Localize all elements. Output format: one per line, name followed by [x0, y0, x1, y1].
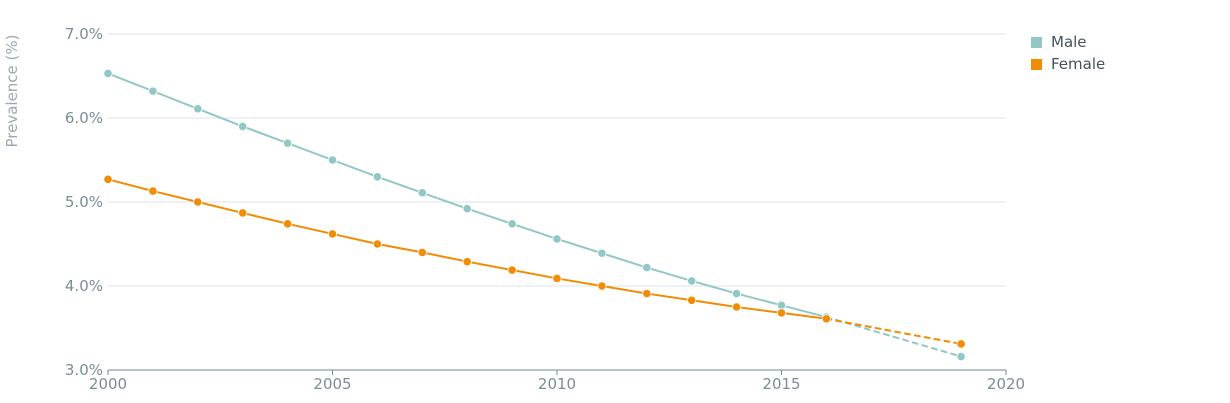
data-point-male-2008[interactable]	[462, 204, 472, 214]
data-point-male-2015[interactable]	[776, 300, 787, 310]
projection-line-female	[825, 317, 963, 345]
data-point-female-2006[interactable]	[372, 239, 382, 249]
data-point-male-2007[interactable]	[417, 188, 427, 198]
data-point-male-2019[interactable]	[956, 351, 966, 362]
axis-layer: 3.0% 4.0% 5.0% 6.0% 7.0% 2000 2005 2010 2015 2020	[65, 25, 1025, 393]
series-layer	[103, 68, 966, 362]
y-tick-label-3-0: 3.0%	[65, 361, 103, 379]
data-point-female-2014[interactable]	[731, 302, 742, 312]
data-point-female-2004[interactable]	[282, 219, 293, 229]
data-point-female-2015[interactable]	[776, 308, 787, 318]
data-point-female-2012[interactable]	[642, 288, 652, 299]
data-point-male-2011[interactable]	[597, 248, 607, 258]
grid-layer	[108, 33, 1006, 287]
x-tick-label-2015: 2015	[762, 375, 800, 393]
data-point-female-2008[interactable]	[462, 257, 472, 267]
data-point-male-2012[interactable]	[642, 262, 652, 273]
x-tick-label-2010: 2010	[538, 375, 576, 393]
y-tick-label-4-0: 4.0%	[65, 277, 103, 295]
data-point-female-2007[interactable]	[417, 247, 427, 257]
y-tick-label-6-0: 6.0%	[65, 109, 103, 127]
data-point-female-2003[interactable]	[238, 208, 248, 218]
y-tick-label-7-0: 7.0%	[65, 25, 103, 43]
data-point-male-2009[interactable]	[507, 219, 517, 229]
data-point-male-2001[interactable]	[148, 86, 158, 96]
data-point-female-2019[interactable]	[956, 339, 966, 349]
series-line-male	[107, 72, 828, 319]
data-point-female-2011[interactable]	[597, 281, 607, 291]
data-point-female-2000[interactable]	[103, 174, 113, 184]
data-point-male-2010[interactable]	[552, 234, 562, 244]
data-point-male-2014[interactable]	[731, 288, 742, 299]
legend-swatch-male	[1031, 37, 1042, 48]
legend-label-male: Male	[1051, 33, 1087, 51]
data-point-male-2013[interactable]	[687, 276, 697, 286]
series-line-female	[107, 178, 828, 320]
x-tick-label-2020: 2020	[987, 375, 1025, 393]
data-point-male-2005[interactable]	[327, 155, 338, 165]
data-point-male-2002[interactable]	[193, 104, 203, 114]
y-axis-title: Prevalence (%)	[3, 34, 21, 147]
data-point-male-2004[interactable]	[282, 138, 293, 148]
legend-label-female: Female	[1051, 55, 1105, 73]
legend: Male Female	[1031, 33, 1105, 73]
y-tick-label-5-0: 5.0%	[65, 193, 103, 211]
x-tick-label-2005: 2005	[313, 375, 351, 393]
data-point-female-2005[interactable]	[327, 229, 338, 239]
data-point-female-2002[interactable]	[193, 197, 203, 207]
data-point-male-2000[interactable]	[103, 68, 113, 79]
data-point-female-2013[interactable]	[687, 295, 697, 305]
legend-swatch-female	[1031, 59, 1042, 70]
data-point-female-2010[interactable]	[552, 273, 562, 284]
data-point-male-2003[interactable]	[238, 121, 248, 132]
data-point-female-2001[interactable]	[148, 186, 158, 196]
x-tick-label-2000: 2000	[89, 375, 127, 393]
data-point-female-2016[interactable]	[821, 314, 832, 324]
data-point-female-2009[interactable]	[507, 265, 517, 275]
data-point-male-2006[interactable]	[372, 172, 382, 182]
